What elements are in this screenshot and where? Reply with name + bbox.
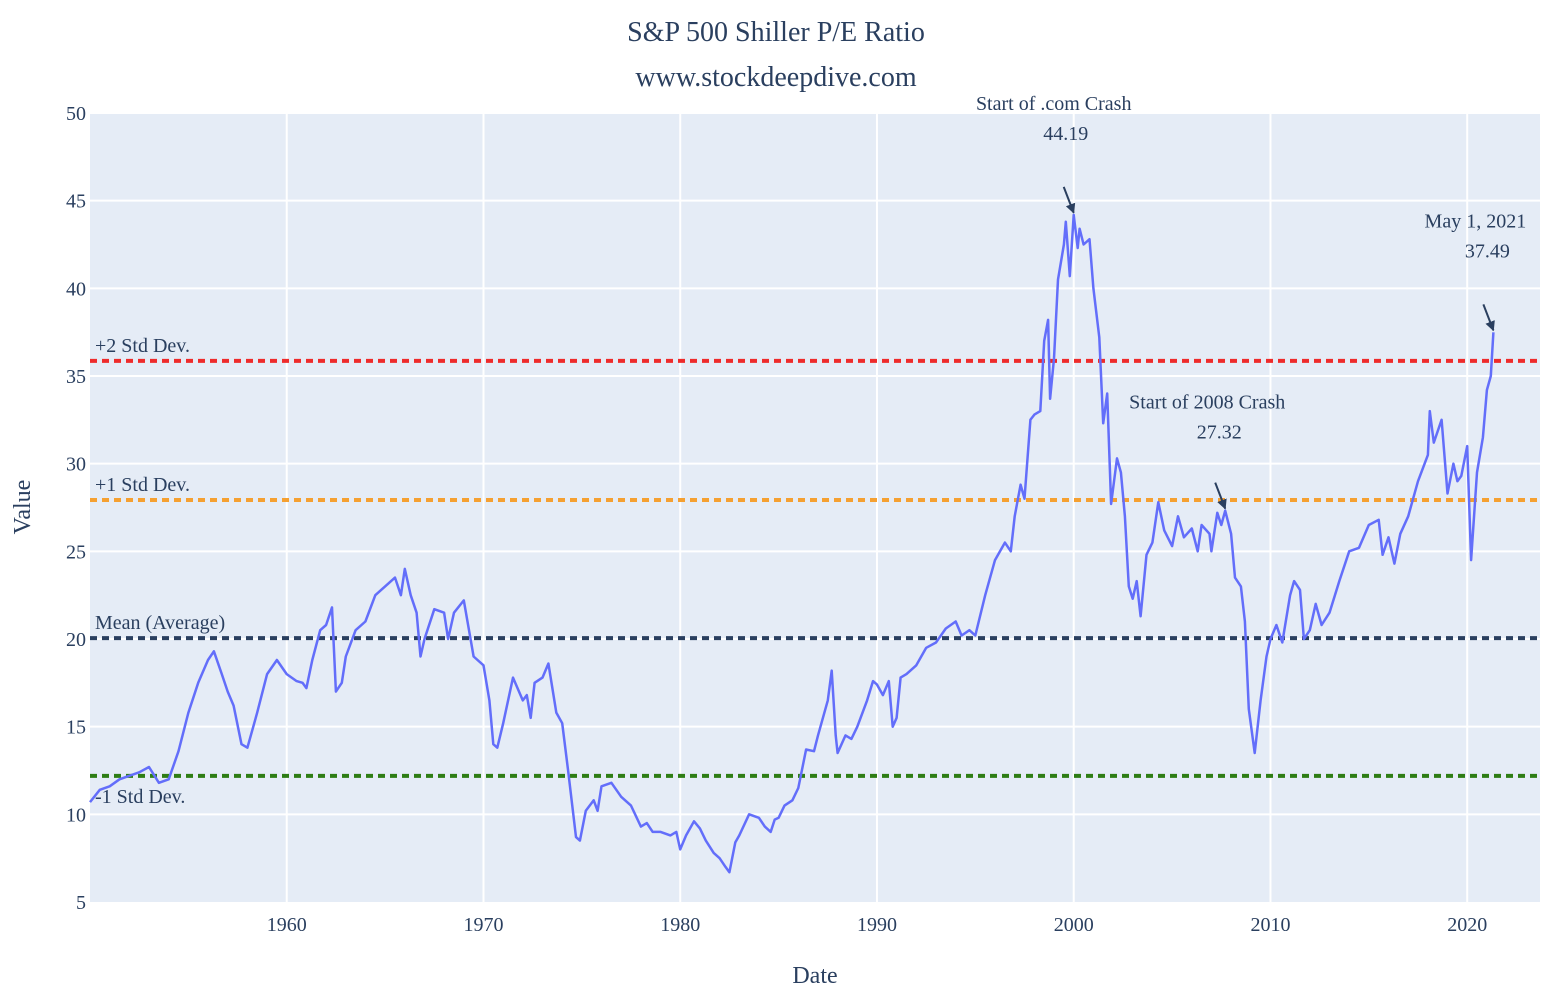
x-tick-label: 2020 bbox=[1447, 914, 1487, 936]
y-tick-label: 5 bbox=[76, 892, 86, 914]
annotation-label: May 1, 2021 bbox=[1425, 210, 1527, 232]
x-tick-label: 1990 bbox=[857, 914, 897, 936]
y-tick-label: 50 bbox=[66, 103, 86, 125]
y-tick-label: 20 bbox=[66, 629, 86, 651]
annotation-arrow bbox=[1062, 186, 1076, 214]
x-tick-label: 1980 bbox=[660, 914, 700, 936]
reference-lines: +2 Std Dev. +1 Std Dev. Mean (Average) -1 S… bbox=[90, 335, 1540, 808]
x-tick-label: 1970 bbox=[463, 914, 503, 936]
y-tick-label: 45 bbox=[66, 191, 86, 213]
y-tick-label: 40 bbox=[66, 278, 86, 300]
reference-line-label: Mean (Average) bbox=[95, 612, 225, 634]
plot-area bbox=[90, 113, 1540, 902]
annotation-value: 44.19 bbox=[1043, 123, 1088, 145]
x-tick-labels: 1960 1970 1980 1990 2000 2010 2020 bbox=[267, 914, 1487, 936]
reference-line-label: +2 Std Dev. bbox=[95, 335, 190, 357]
reference-line-label: -1 Std Dev. bbox=[95, 786, 185, 808]
chart-subtitle: www.stockdeepdive.com bbox=[635, 62, 916, 93]
reference-line-label: +1 Std Dev. bbox=[95, 474, 190, 496]
y-axis-title: Value bbox=[10, 480, 36, 535]
y-tick-label: 35 bbox=[66, 366, 86, 388]
y-tick-label: 30 bbox=[66, 454, 86, 476]
annotation-label: Start of .com Crash bbox=[976, 93, 1132, 115]
annotation-label: Start of 2008 Crash bbox=[1129, 392, 1285, 414]
x-tick-label: 1960 bbox=[267, 914, 307, 936]
chart-title: S&P 500 Shiller P/E Ratio bbox=[627, 17, 925, 48]
y-tick-label: 10 bbox=[66, 804, 86, 826]
annotation-arrow bbox=[1482, 303, 1495, 332]
gridlines bbox=[90, 112, 1540, 902]
annotation-arrow bbox=[1214, 482, 1227, 510]
x-tick-label: 2000 bbox=[1054, 914, 1094, 936]
x-tick-label: 2010 bbox=[1250, 914, 1290, 936]
annotations: Start of .com Crash 44.19 Start of 2008 Cr… bbox=[976, 93, 1527, 510]
y-tick-label: 25 bbox=[66, 541, 86, 563]
annotation-value: 37.49 bbox=[1465, 240, 1510, 262]
y-tick-labels: 5 10 15 20 25 30 35 40 45 50 bbox=[66, 103, 86, 914]
annotation-value: 27.32 bbox=[1197, 422, 1242, 444]
x-axis-title: Date bbox=[792, 963, 837, 989]
y-tick-label: 15 bbox=[66, 717, 86, 739]
shiller-pe-line bbox=[89, 213, 1495, 874]
